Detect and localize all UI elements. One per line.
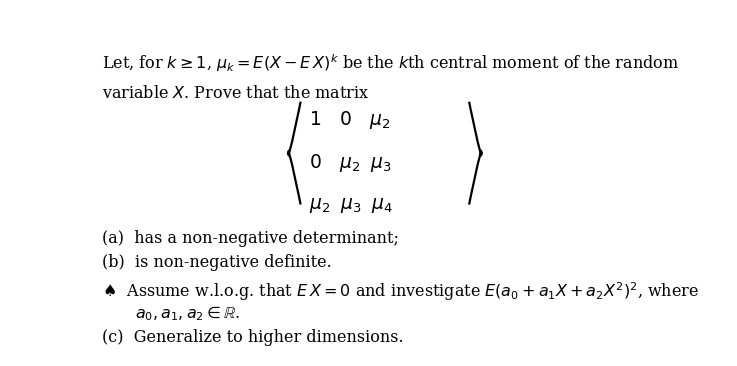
Text: $\mu_2 \;\; \mu_3 \;\; \mu_4$: $\mu_2 \;\; \mu_3 \;\; \mu_4$ [310,196,393,215]
Text: $a_0, a_1, a_2 \in \mathbb{R}$.: $a_0, a_1, a_2 \in \mathbb{R}$. [135,305,240,323]
Text: $\spadesuit$  Assume w.l.o.g. that $E\,X = 0$ and investigate $E(a_0 + a_1 X + a: $\spadesuit$ Assume w.l.o.g. that $E\,X … [102,281,699,303]
Text: $0 \quad \mu_2 \;\; \mu_3$: $0 \quad \mu_2 \;\; \mu_3$ [310,152,391,175]
Text: variable $X$. Prove that the matrix: variable $X$. Prove that the matrix [102,85,370,102]
Text: (c)  Generalize to higher dimensions.: (c) Generalize to higher dimensions. [102,329,404,346]
Text: (b)  is non-negative definite.: (b) is non-negative definite. [102,254,332,271]
Text: $1 \quad 0 \quad \mu_2$: $1 \quad 0 \quad \mu_2$ [310,109,391,131]
Text: Let, for $k \geq 1$, $\mu_k = E(X - E\,X)^k$ be the $k$th central moment of the : Let, for $k \geq 1$, $\mu_k = E(X - E\,X… [102,52,680,74]
Text: (a)  has a non-negative determinant;: (a) has a non-negative determinant; [102,230,399,247]
